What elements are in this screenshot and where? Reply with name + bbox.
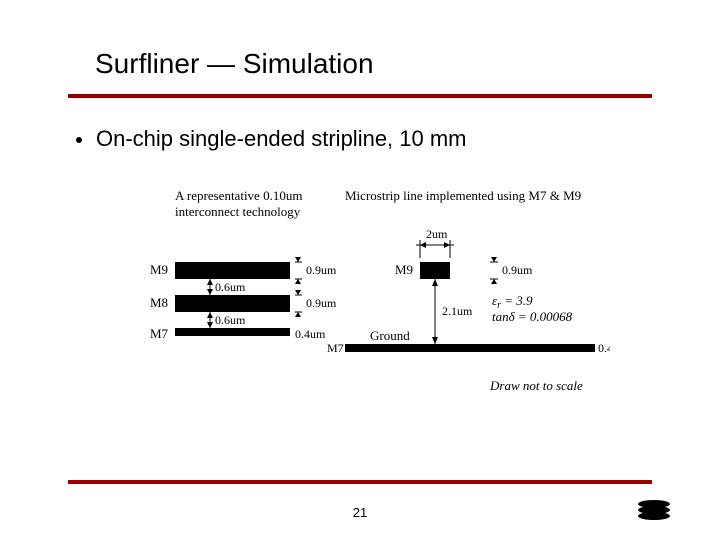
gap-2p1um: 2.1um xyxy=(442,304,473,318)
layer-label-m9: M9 xyxy=(150,262,168,277)
ground-label: Ground xyxy=(370,328,410,343)
thickness-m8: 0.9um xyxy=(306,296,337,310)
bullet-item: On-chip single-ended stripline, 10 mm xyxy=(76,126,467,152)
left-caption-2: interconnect technology xyxy=(175,204,301,219)
right-caption: Microstrip line implemented using M7 & M… xyxy=(345,188,581,203)
layer-bar-m9 xyxy=(175,262,290,279)
width-label-2um: 2um xyxy=(426,227,448,241)
page-number: 21 xyxy=(0,505,720,520)
slide-title: Surfliner — Simulation xyxy=(95,48,374,80)
layer-label-m9-right: M9 xyxy=(395,262,413,277)
layer-bar-m7-right xyxy=(345,344,595,352)
layer-bar-m7-left xyxy=(175,328,290,336)
thickness-m9: 0.9um xyxy=(306,263,337,277)
title-underline xyxy=(68,94,652,98)
thickness-m7-left: 0.4um xyxy=(295,327,326,341)
layer-bar-m8 xyxy=(175,295,290,312)
gap-m9-m8: 0.6um xyxy=(215,280,246,294)
slide: Surfliner — Simulation On-chip single-en… xyxy=(0,0,720,540)
logo-icon xyxy=(636,495,672,521)
layer-label-m7-left: M7 xyxy=(150,326,169,341)
footnote: Draw not to scale xyxy=(489,378,583,393)
layer-label-m7-right: M7 xyxy=(327,341,344,355)
eq-tandelta: tanδ = 0.00068 xyxy=(492,309,573,324)
gap-m8-m7: 0.6um xyxy=(215,313,246,327)
layer-label-m8: M8 xyxy=(150,295,168,310)
footer-rule xyxy=(68,480,652,484)
left-caption-1: A representative 0.10um xyxy=(175,188,302,203)
bullet-text: On-chip single-ended stripline, 10 mm xyxy=(96,126,467,152)
thickness-m9-right: 0.9um xyxy=(502,263,533,277)
thickness-m7-right: 0.4um xyxy=(598,341,610,355)
layer-bar-m9-right xyxy=(420,262,450,279)
bullet-dot-icon xyxy=(76,137,82,143)
stripline-diagram: A representative 0.10um interconnect tec… xyxy=(120,180,610,420)
